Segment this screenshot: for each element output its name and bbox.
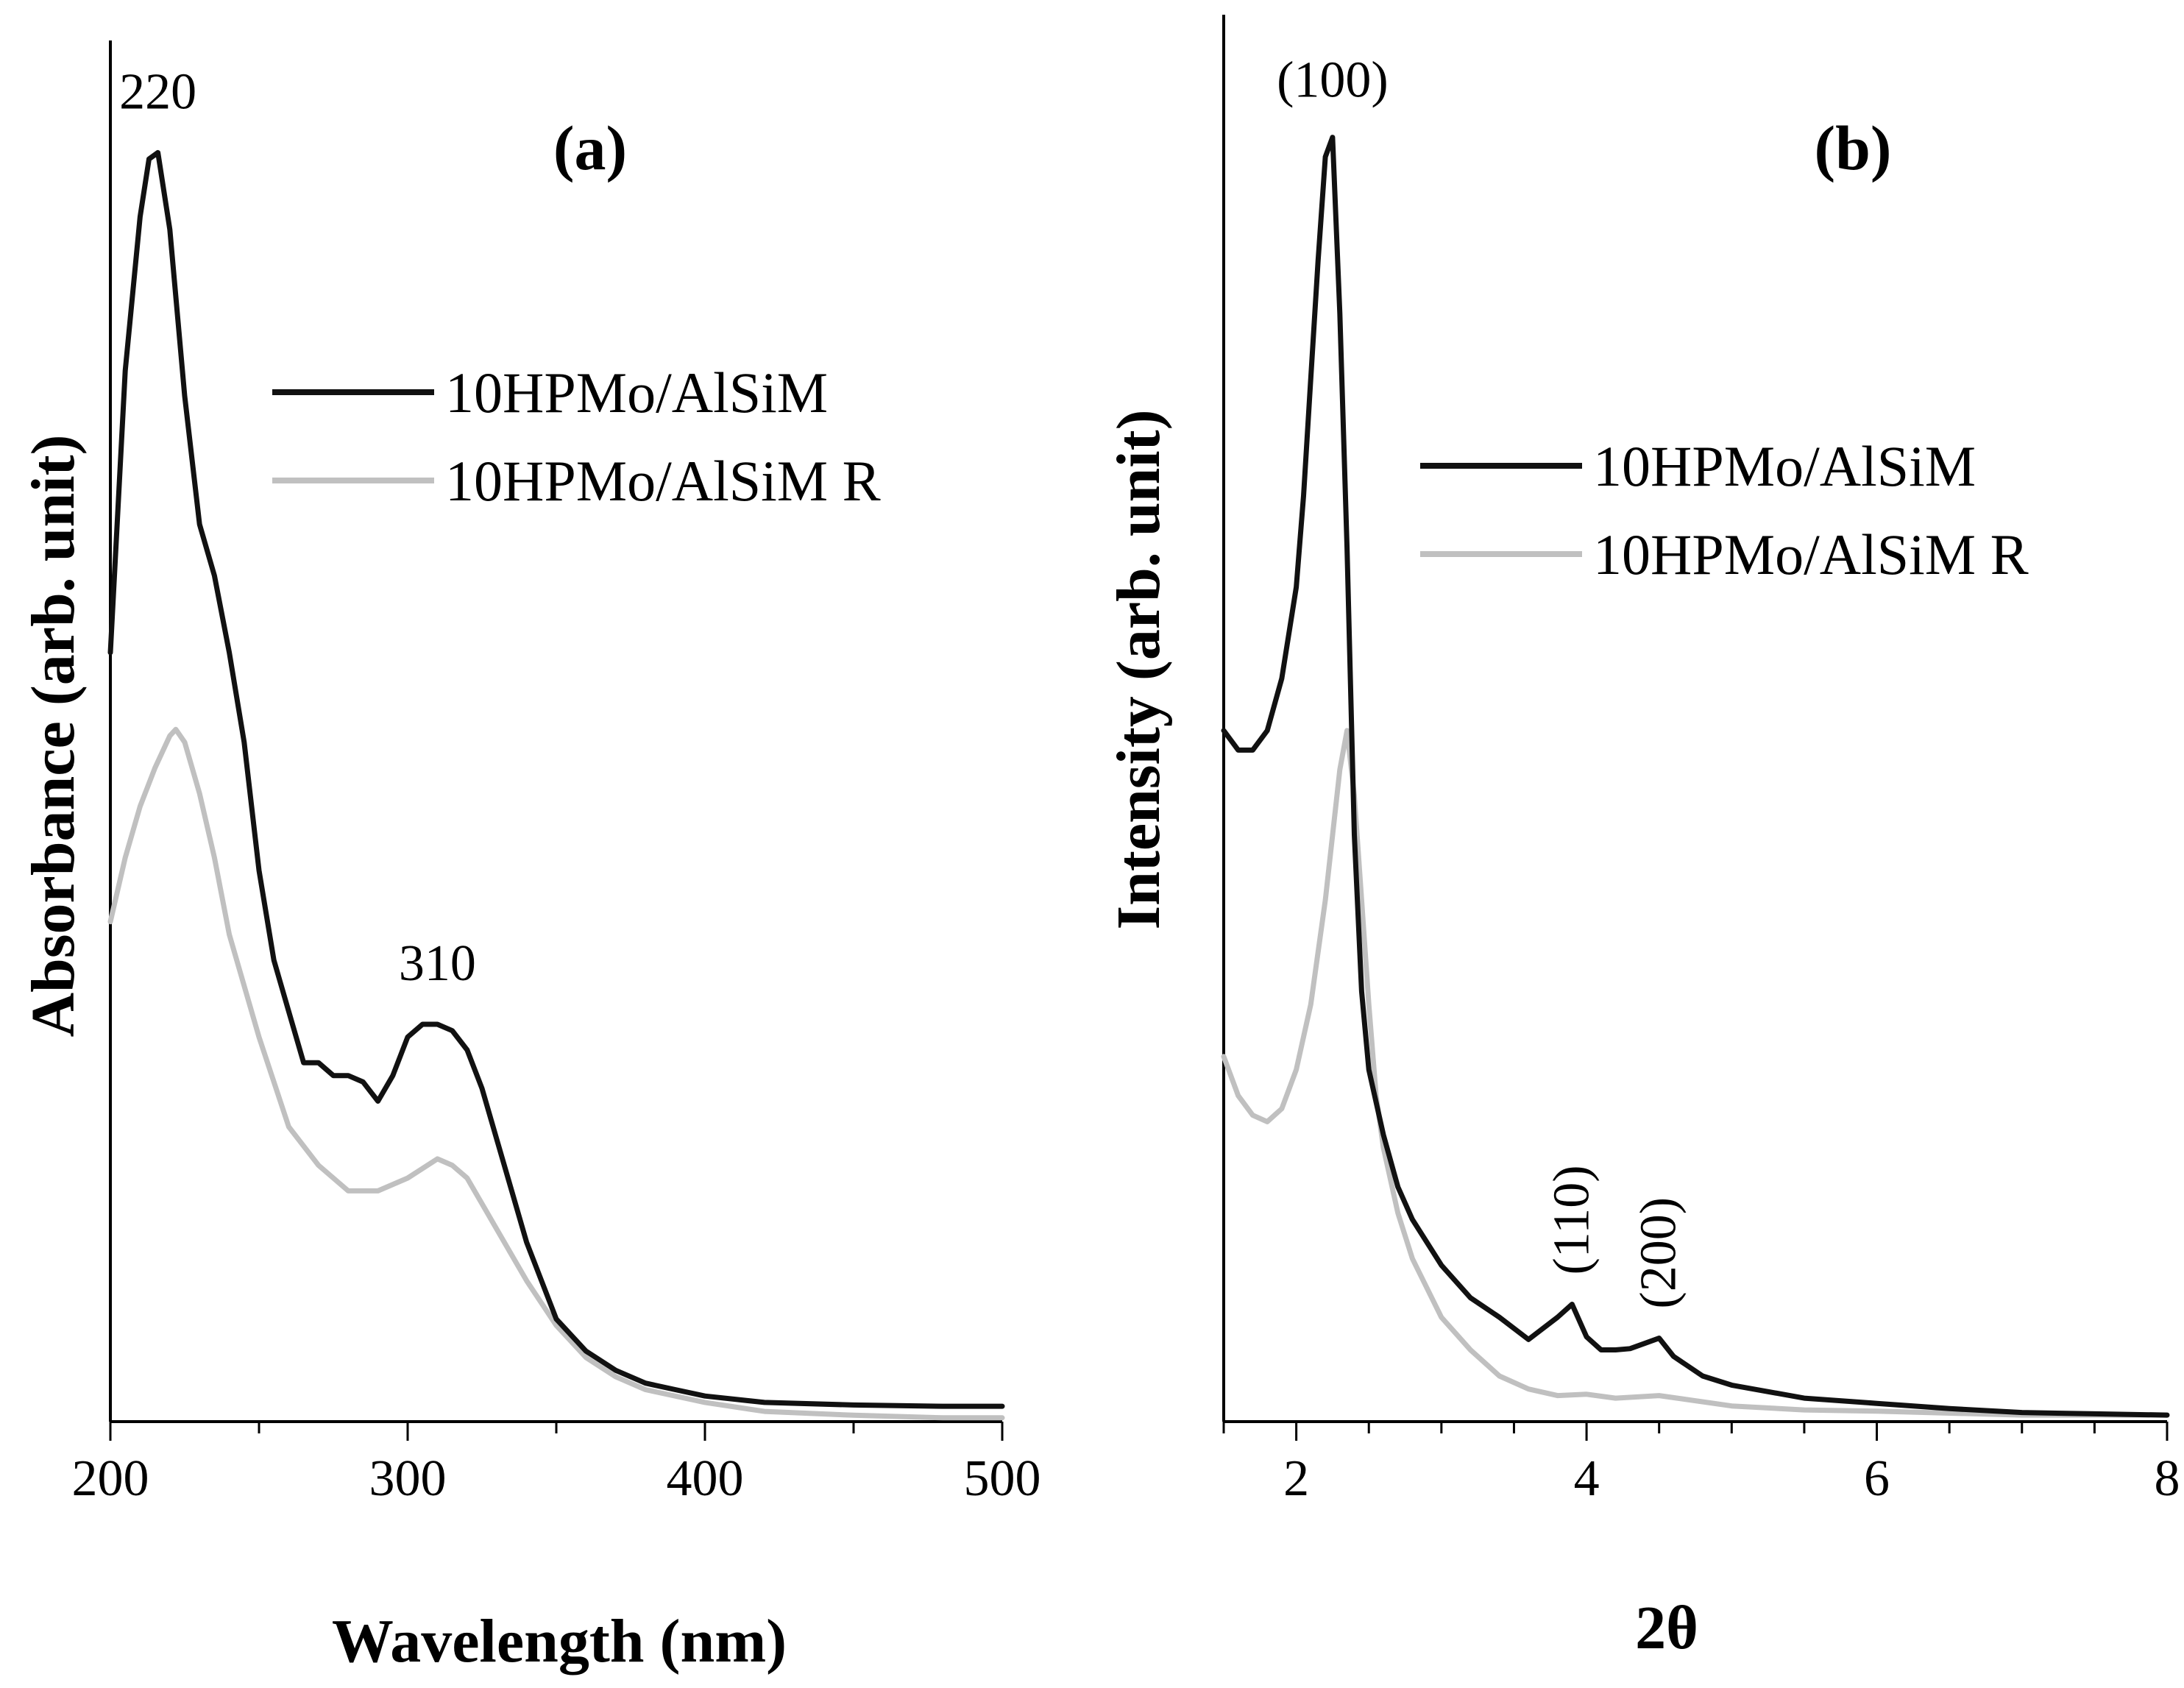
panel-a-legend: 10HPMo/AlSiM 10HPMo/AlSiM R [272,361,881,513]
panel-b-legend-label-dark: 10HPMo/AlSiM [1593,434,1976,498]
panel-b-peak-annotation: (100) [1277,52,1389,109]
panel-b-xtick-label: 2 [1283,1450,1309,1507]
panel-a-legend-label-dark: 10HPMo/AlSiM [445,361,828,425]
panel-a-ticks [109,1422,1004,1441]
panel-a-y-axis-title: Absorbance (arb. unit) [19,434,88,1037]
panel-a-legend-label-light: 10HPMo/AlSiM R [445,449,881,513]
panel-b-ticks [1222,1422,2169,1441]
panel-a-uv-vis: 200 300 400 500 Wavelength (nm) Absorban… [19,40,1041,1675]
panel-a-peak-annotation: 310 [399,935,476,992]
panel-a-xtick-label: 400 [667,1450,744,1507]
panel-b-xtick-label: 4 [1574,1450,1600,1507]
panel-b-xtick-label: 6 [1864,1450,1890,1507]
series-line-dark [107,149,1005,1409]
panel-b-legend-label-light: 10HPMo/AlSiM R [1593,522,2029,586]
panel-a-label: (a) [553,113,627,183]
panel-a-xtick-label: 500 [964,1450,1041,1507]
panel-a-xtick-label: 200 [72,1450,149,1507]
series-line-light [1221,728,2170,1418]
panel-b-legend: 10HPMo/AlSiM 10HPMo/AlSiM R [1420,434,2029,586]
panel-b-x-axis-title: 2θ [1635,1594,1698,1662]
series-line-light [107,726,1005,1421]
panel-b-y-axis-title: Intensity (arb. unit) [1105,409,1173,929]
panel-a-series [107,149,1005,1421]
panel-b-xtick-label: 8 [2155,1450,2180,1507]
panel-b-peak-annotation: (200) [1631,1197,1687,1309]
panel-b-peak-annotation: (110) [1543,1165,1600,1274]
panel-b-xrd: 2 4 6 8 2θ Intensity (arb. unit) (b) 10H… [1105,15,2180,1662]
series-line-dark [1221,135,2170,1418]
panel-a-peak-annotation: 220 [119,63,196,120]
panel-b-series [1221,135,2170,1418]
panel-b-label: (b) [1814,113,1891,183]
panel-a-x-axis-title: Wavelength (nm) [332,1607,787,1675]
panel-a-xtick-label: 300 [369,1450,447,1507]
